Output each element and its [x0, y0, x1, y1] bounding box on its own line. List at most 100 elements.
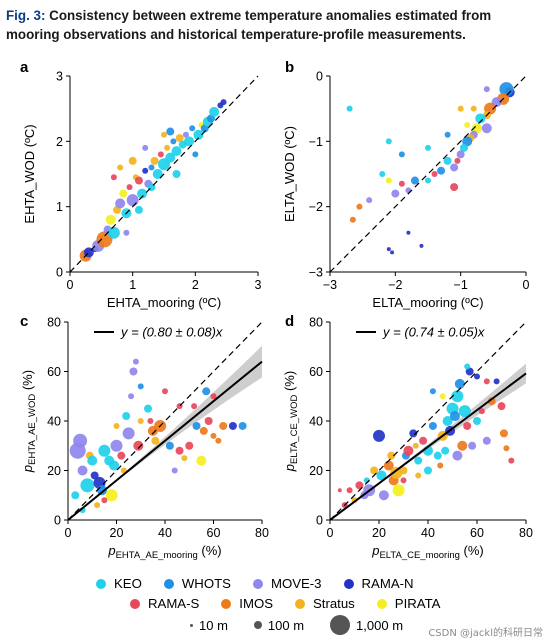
- data-point: [182, 131, 189, 138]
- legend-depth-sizes: 10 m 100 m 1,000 m: [190, 615, 429, 635]
- data-point: [410, 176, 419, 185]
- data-point: [172, 170, 181, 178]
- data-point: [425, 144, 431, 151]
- legend-item-stratus: Stratus: [295, 596, 355, 611]
- data-point: [473, 417, 481, 425]
- size-dot-icon: [330, 615, 351, 635]
- data-point: [346, 487, 353, 494]
- legend-label: IMOS: [239, 596, 273, 611]
- data-point: [428, 421, 437, 430]
- data-point: [175, 446, 184, 455]
- data-point: [98, 444, 111, 457]
- data-point: [171, 467, 178, 474]
- legend-label: WHOTS: [181, 576, 231, 591]
- data-point: [346, 105, 353, 112]
- x-axis-label: pELTA_CE_mooring (%): [371, 543, 484, 561]
- data-point: [385, 177, 392, 184]
- one-to-one-reference-line: [70, 75, 259, 272]
- data-point: [454, 157, 461, 164]
- legend-dot-icon: [252, 578, 263, 589]
- data-point: [157, 151, 164, 158]
- data-point: [463, 421, 472, 430]
- data-point: [110, 174, 117, 181]
- data-point: [238, 421, 247, 430]
- x-axis-label: EHTA_mooring (ºC): [107, 295, 221, 310]
- x-tick-label: 0: [523, 278, 530, 292]
- data-point: [115, 198, 126, 209]
- size-label: 10 m: [199, 617, 228, 633]
- legend-stations-row-1: KEO WHOTS MOVE-3 RAMA-N: [96, 576, 436, 591]
- plot-area: [330, 75, 527, 272]
- data-point: [437, 166, 446, 175]
- legend-size-item: 100 m: [253, 617, 305, 633]
- data-point: [503, 445, 510, 452]
- data-point: [474, 373, 480, 380]
- size-label: 100 m: [267, 617, 305, 633]
- data-point: [110, 439, 123, 452]
- x-tick-label: 40: [421, 526, 435, 540]
- data-point: [228, 421, 237, 430]
- x-tick-label: −1: [454, 278, 468, 292]
- y-tick-label: 0: [54, 514, 61, 528]
- y-tick-label: 60: [47, 365, 61, 379]
- size-label: 1,000 m: [356, 617, 404, 633]
- data-point: [148, 164, 155, 171]
- data-point: [181, 455, 188, 462]
- data-point: [386, 247, 391, 252]
- data-point: [403, 445, 414, 456]
- plot-area: [70, 75, 259, 272]
- data-point: [366, 197, 373, 204]
- legend-label: Stratus: [313, 596, 355, 611]
- data-point: [191, 403, 198, 410]
- data-point: [475, 113, 486, 124]
- data-point: [165, 441, 174, 450]
- data-point: [349, 216, 356, 223]
- y-axis-label: pELTA_CE_WOD (%): [282, 371, 300, 472]
- panel-d: d 0 20 40 60 80 0 20 40 60 80 pELTA_CE_mooring (%) p…: [282, 313, 533, 561]
- legend-size-item: 10 m: [190, 618, 228, 633]
- data-point: [126, 194, 139, 207]
- y-axis-label: ELTA_WOD (ºC): [282, 126, 297, 222]
- data-point: [449, 411, 460, 422]
- x-tick-label: 20: [110, 526, 124, 540]
- data-point: [472, 123, 482, 134]
- data-point: [101, 497, 108, 504]
- data-point: [109, 460, 120, 471]
- data-point: [451, 390, 464, 403]
- data-point: [150, 156, 159, 165]
- data-point: [137, 383, 144, 390]
- y-tick-label: 2: [56, 135, 63, 149]
- data-point: [412, 442, 419, 449]
- data-point: [152, 169, 163, 179]
- data-point: [470, 105, 477, 112]
- x-tick-label: 0: [327, 526, 334, 540]
- data-point: [457, 440, 468, 451]
- data-point: [80, 478, 95, 493]
- data-point: [210, 432, 217, 439]
- x-tick-label: 40: [158, 526, 172, 540]
- data-point: [391, 189, 400, 198]
- data-point: [142, 144, 149, 151]
- x-tick-label: 3: [255, 278, 262, 292]
- plot-area: [330, 321, 527, 520]
- one-to-one-reference-line: [68, 321, 263, 520]
- data-point: [90, 471, 99, 480]
- data-point: [483, 378, 490, 385]
- data-point: [151, 436, 160, 445]
- data-point: [185, 441, 194, 450]
- data-point: [184, 136, 195, 147]
- data-point: [493, 378, 500, 385]
- data-point: [133, 440, 144, 451]
- data-point: [142, 167, 149, 174]
- panel-letter: d: [285, 313, 294, 330]
- data-point: [117, 451, 126, 460]
- legend-dot-icon: [130, 598, 140, 609]
- x-tick-label: 20: [372, 526, 386, 540]
- y-tick-label: 20: [47, 464, 61, 478]
- y-tick-label: 40: [47, 415, 61, 429]
- data-point: [454, 378, 465, 389]
- data-point: [385, 138, 392, 145]
- panel-letter: b: [285, 59, 294, 76]
- y-tick-label: 60: [309, 365, 323, 379]
- data-point: [392, 484, 405, 497]
